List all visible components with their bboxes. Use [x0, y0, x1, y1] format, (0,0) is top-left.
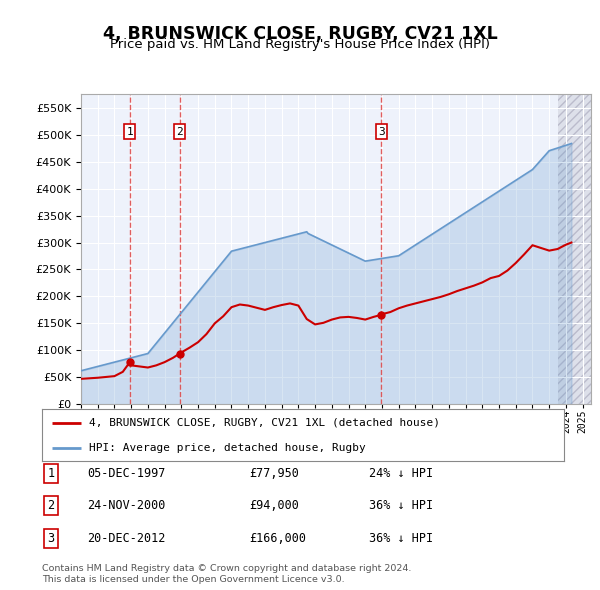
Text: 1: 1 [47, 467, 55, 480]
Text: 2: 2 [47, 499, 55, 512]
Text: 1: 1 [127, 127, 133, 136]
Text: 4, BRUNSWICK CLOSE, RUGBY, CV21 1XL (detached house): 4, BRUNSWICK CLOSE, RUGBY, CV21 1XL (det… [89, 418, 440, 428]
Text: 24-NOV-2000: 24-NOV-2000 [87, 499, 166, 512]
Text: 20-DEC-2012: 20-DEC-2012 [87, 532, 166, 545]
Text: 2: 2 [176, 127, 183, 136]
Text: 36% ↓ HPI: 36% ↓ HPI [369, 499, 433, 512]
Bar [557, 81, 600, 404]
Text: This data is licensed under the Open Government Licence v3.0.: This data is licensed under the Open Gov… [42, 575, 344, 584]
Text: 3: 3 [378, 127, 385, 136]
Text: 36% ↓ HPI: 36% ↓ HPI [369, 532, 433, 545]
Text: 3: 3 [47, 532, 55, 545]
Text: £94,000: £94,000 [249, 499, 299, 512]
Text: 05-DEC-1997: 05-DEC-1997 [87, 467, 166, 480]
Text: Contains HM Land Registry data © Crown copyright and database right 2024.: Contains HM Land Registry data © Crown c… [42, 565, 412, 573]
Text: Price paid vs. HM Land Registry's House Price Index (HPI): Price paid vs. HM Land Registry's House … [110, 38, 490, 51]
Text: 24% ↓ HPI: 24% ↓ HPI [369, 467, 433, 480]
Text: 4, BRUNSWICK CLOSE, RUGBY, CV21 1XL: 4, BRUNSWICK CLOSE, RUGBY, CV21 1XL [103, 25, 497, 43]
Text: £166,000: £166,000 [249, 532, 306, 545]
Text: £77,950: £77,950 [249, 467, 299, 480]
Text: HPI: Average price, detached house, Rugby: HPI: Average price, detached house, Rugb… [89, 443, 366, 453]
